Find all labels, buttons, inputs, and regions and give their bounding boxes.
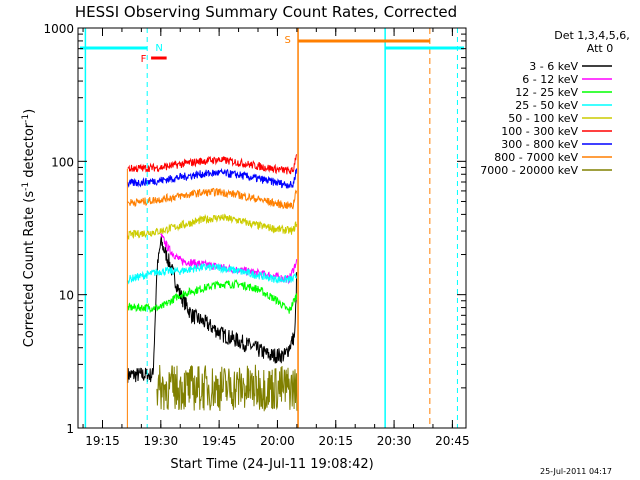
- legend-label: 800 - 7000 keV: [494, 151, 578, 164]
- x-tick-label: 19:15: [85, 434, 120, 448]
- legend-label: 25 - 50 keV: [515, 99, 578, 112]
- plot-area: [128, 154, 297, 411]
- x-axis-label: Start Time (24-Jul-11 19:08:42): [170, 457, 373, 472]
- series-line: [161, 233, 297, 282]
- series-line: [128, 264, 297, 284]
- series-line: [157, 365, 297, 411]
- series-line: [128, 280, 297, 313]
- y-tick-label: 10: [59, 289, 74, 303]
- chart-title: HESSI Observing Summary Count Rates, Cor…: [75, 3, 457, 21]
- y-tick-label: 100: [51, 155, 74, 169]
- footer-timestamp: 25-Jul-2011 04:17: [540, 467, 612, 476]
- x-tick-label: 19:30: [144, 434, 179, 448]
- saa-flag-label: S: [284, 35, 290, 46]
- chart: HESSI Observing Summary Count Rates, Cor…: [0, 0, 640, 480]
- flare-flag-label: F: [141, 54, 147, 65]
- x-tick-label: 20:15: [318, 434, 353, 448]
- legend-header-line1: Det 1,3,4,5,6,: [554, 29, 630, 42]
- y-axis: 1 10 100 1000: [43, 22, 466, 436]
- legend-label: 300 - 800 keV: [501, 138, 578, 151]
- legend-label: 3 - 6 keV: [529, 60, 578, 73]
- x-tick-label: 20:45: [435, 434, 470, 448]
- x-tick-label: 19:45: [202, 434, 237, 448]
- x-tick-label: 20:30: [377, 434, 412, 448]
- legend-header-line2: Att 0: [587, 42, 613, 55]
- legend-label: 50 - 100 keV: [508, 112, 578, 125]
- y-tick-label: 1: [66, 422, 74, 436]
- series-line: [128, 214, 297, 239]
- series-line: [128, 188, 297, 208]
- legend-label: 7000 - 20000 keV: [480, 164, 578, 177]
- legend-label: 100 - 300 keV: [501, 125, 578, 138]
- night-flag-label: N: [155, 43, 162, 54]
- series-line: [128, 168, 297, 188]
- y-tick-label: 1000: [43, 22, 74, 36]
- legend-label: 12 - 25 keV: [515, 86, 578, 99]
- x-tick-label: 20:00: [260, 434, 295, 448]
- legend-label: 6 - 12 keV: [522, 73, 578, 86]
- y-axis-label: Corrected Count Rate (s-1 detector-1): [21, 109, 37, 347]
